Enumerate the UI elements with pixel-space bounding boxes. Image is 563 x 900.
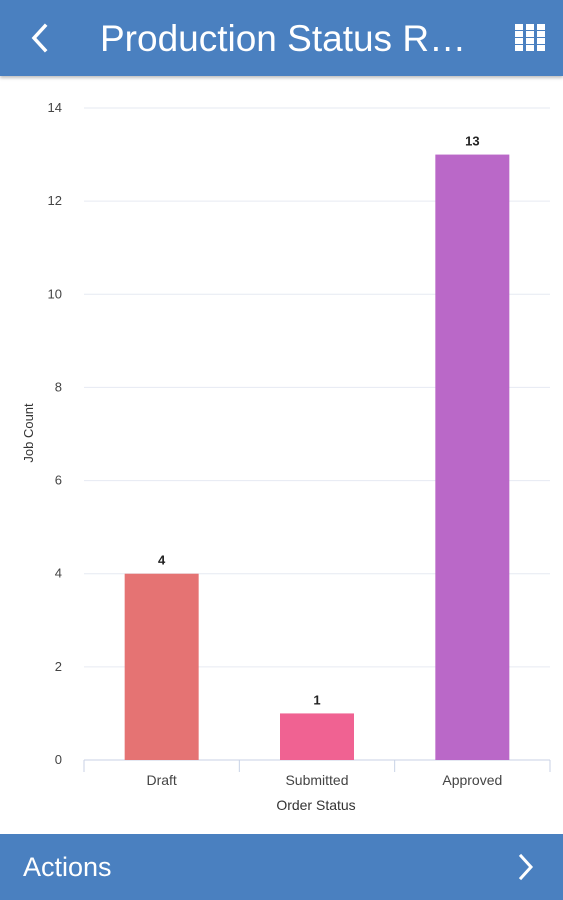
y-tick-label: 14 bbox=[48, 100, 62, 115]
chart-container: 0 2 4 6 8 10 12 14 4 Draft 1 Submitted 13 Approved Jo… bbox=[0, 80, 563, 832]
bar-data-label: 1 bbox=[313, 692, 320, 707]
y-tick-label: 4 bbox=[55, 566, 62, 581]
x-axis-label: Order Status bbox=[276, 797, 355, 813]
bar-data-label: 13 bbox=[465, 134, 479, 149]
y-tick-label: 10 bbox=[48, 286, 62, 301]
y-tick-label: 6 bbox=[55, 473, 62, 488]
y-tick-label: 0 bbox=[55, 752, 62, 767]
y-tick-label: 8 bbox=[55, 379, 62, 394]
app-bar: Production Status Re… bbox=[0, 0, 563, 76]
bar-chart: 0 2 4 6 8 10 12 14 4 Draft 1 Submitted 13 Approved Jo… bbox=[21, 100, 551, 813]
page-title: Production Status Re… bbox=[100, 18, 480, 59]
grid-view-button[interactable] bbox=[508, 18, 552, 58]
bar-draft[interactable] bbox=[124, 573, 199, 760]
x-tick-label: Approved bbox=[442, 772, 502, 788]
bar-approved[interactable] bbox=[435, 154, 510, 761]
y-axis-label: Job Count bbox=[21, 403, 36, 463]
x-tick-label: Draft bbox=[146, 772, 176, 788]
y-tick-label: 12 bbox=[48, 193, 62, 208]
y-tick-label: 2 bbox=[55, 659, 62, 674]
bar-submitted[interactable] bbox=[280, 713, 354, 760]
bar-data-label: 4 bbox=[158, 553, 166, 568]
actions-label: Actions bbox=[23, 852, 112, 882]
grid-icon bbox=[515, 24, 545, 51]
chevron-right-icon bbox=[508, 848, 544, 886]
chevron-left-icon bbox=[31, 23, 48, 53]
back-button[interactable] bbox=[18, 14, 62, 62]
x-tick-label: Submitted bbox=[285, 772, 348, 788]
actions-bar[interactable]: Actions bbox=[0, 834, 563, 900]
